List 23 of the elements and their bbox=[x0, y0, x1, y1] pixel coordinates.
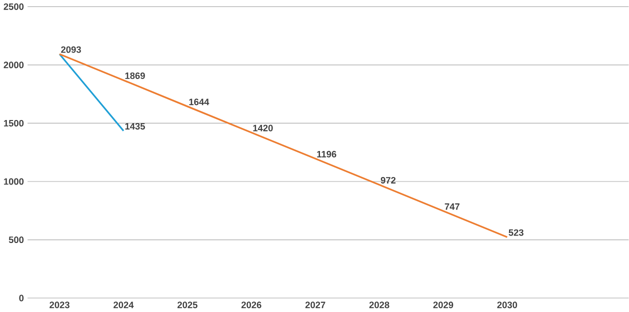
x-tick-label: 2023 bbox=[50, 302, 70, 308]
y-tick-label: 1000 bbox=[4, 178, 24, 185]
data-label: 1644 bbox=[189, 98, 210, 106]
y-tick-label: 500 bbox=[8, 236, 24, 244]
data-label: 1869 bbox=[125, 72, 145, 80]
data-label: 1420 bbox=[253, 124, 273, 132]
x-tick-label: 2029 bbox=[433, 302, 454, 308]
data-label: 1196 bbox=[317, 151, 336, 158]
y-tick-label: 0 bbox=[19, 294, 24, 302]
data-label: 747 bbox=[444, 204, 460, 210]
data-label: 523 bbox=[508, 229, 524, 236]
y-tick-label: 1500 bbox=[4, 120, 24, 127]
x-tick-label: 2024 bbox=[114, 302, 134, 308]
x-tick-label: 2027 bbox=[305, 302, 326, 308]
x-tick-label: 2030 bbox=[497, 302, 518, 308]
data-label: 2093 bbox=[61, 46, 81, 54]
x-tick-label: 2025 bbox=[178, 302, 198, 308]
x-tick-label: 2028 bbox=[369, 302, 390, 308]
data-label: 972 bbox=[380, 177, 396, 184]
y-tick-label: 2000 bbox=[4, 62, 24, 68]
data-label: 1435 bbox=[125, 123, 145, 130]
x-tick-label: 2026 bbox=[241, 302, 262, 308]
y-tick-label: 2500 bbox=[4, 4, 24, 10]
